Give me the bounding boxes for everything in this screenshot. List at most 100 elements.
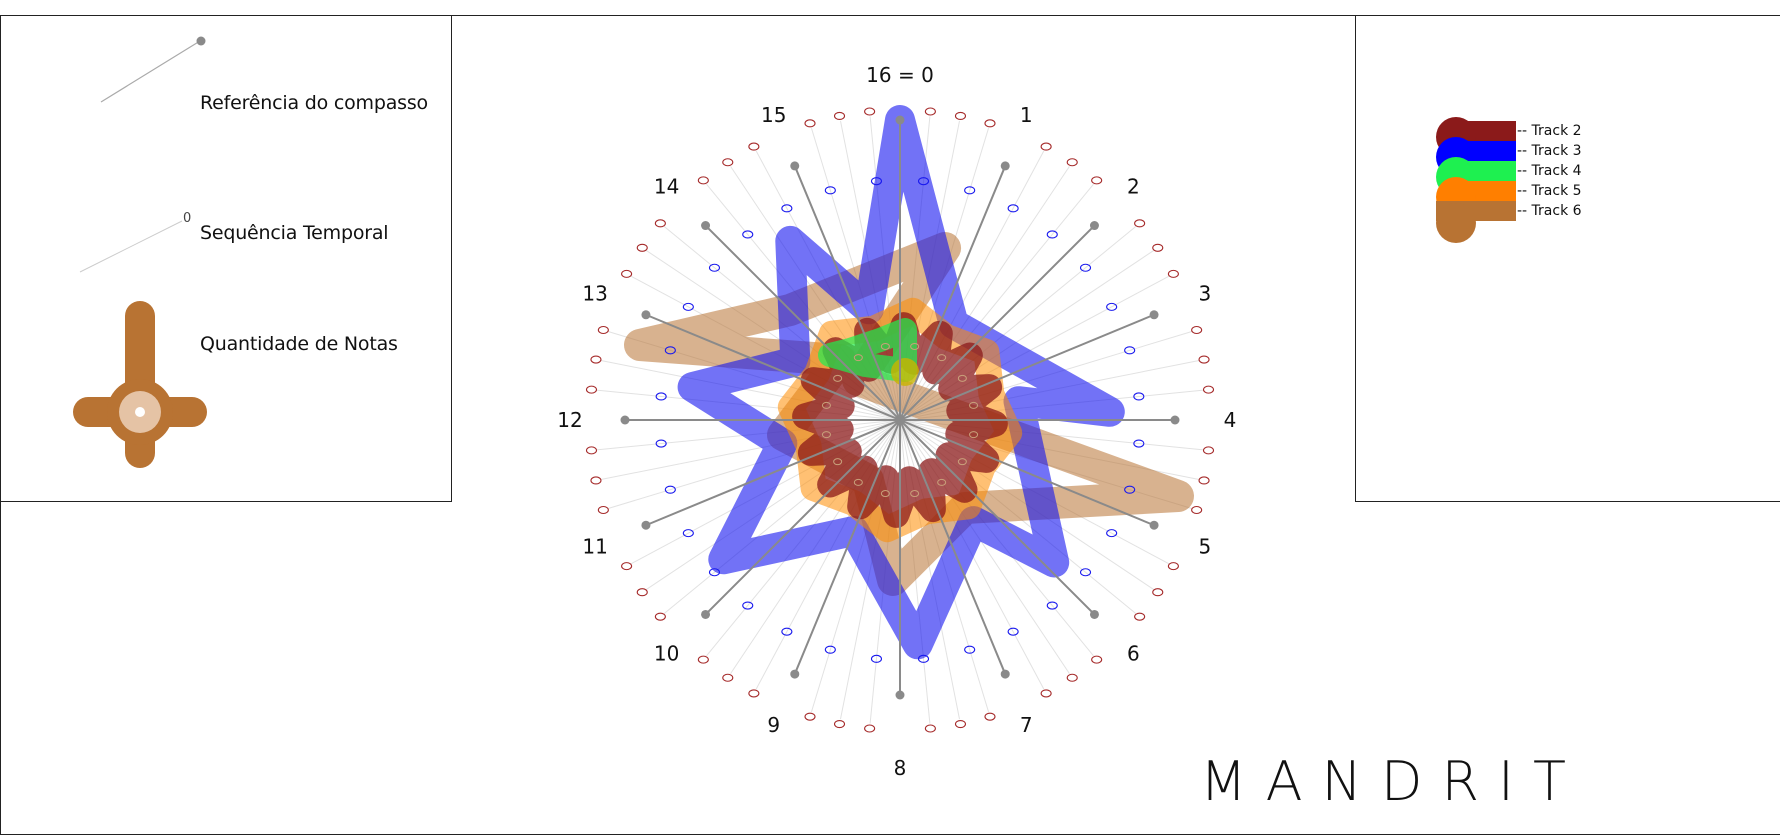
track-3-polygon bbox=[677, 105, 1125, 660]
time-sequence-marker-outer bbox=[1191, 505, 1203, 515]
dial-position-label: 1 bbox=[1020, 103, 1033, 127]
legend-graphics: 0 bbox=[73, 36, 207, 468]
time-sequence-spoke bbox=[869, 116, 901, 421]
dial-position-label: 15 bbox=[761, 103, 786, 127]
time-sequence-marker-outer bbox=[954, 111, 967, 121]
measure-reference-node bbox=[1089, 221, 1099, 231]
time-sequence-marker-mid bbox=[1046, 601, 1058, 610]
time-sequence-marker-mid bbox=[655, 439, 667, 448]
dial-position-label: 7 bbox=[1020, 713, 1033, 737]
time-sequence-marker-outer bbox=[590, 355, 602, 364]
time-sequence-marker-mid bbox=[664, 485, 676, 494]
time-sequence-spoke bbox=[630, 275, 901, 421]
time-sequence-marker-outer bbox=[1091, 176, 1103, 185]
time-sequence-spoke bbox=[899, 419, 1070, 674]
time-sequence-marker: 0 bbox=[183, 211, 191, 226]
time-sequence-marker-inner bbox=[910, 342, 920, 350]
time-sequence-spoke bbox=[899, 275, 1170, 421]
time-sequence-marker-outer bbox=[597, 325, 609, 335]
time-sequence-marker-outer bbox=[654, 219, 666, 228]
brand-logo-text: MANDRIT bbox=[1200, 750, 1585, 813]
time-sequence-marker-outer bbox=[1134, 612, 1146, 621]
time-sequence-marker-outer bbox=[1091, 655, 1103, 664]
time-sequence-marker-inner bbox=[833, 458, 843, 466]
time-sequence-marker-mid bbox=[917, 654, 930, 663]
measure-reference-node bbox=[641, 520, 651, 530]
measure-reference-node bbox=[895, 690, 905, 700]
time-sequence-marker-outer bbox=[621, 269, 633, 278]
time-sequence-marker-outer bbox=[1198, 355, 1210, 364]
time-sequence-marker-mid bbox=[664, 346, 676, 355]
track-label: -- Track 6 bbox=[1517, 203, 1582, 219]
measure-reference-spoke bbox=[645, 313, 901, 421]
time-sequence-spoke bbox=[899, 419, 990, 713]
time-sequence-spoke bbox=[899, 250, 1154, 421]
time-sequence-marker-mid bbox=[870, 654, 883, 663]
time-sequence-marker-inner bbox=[937, 354, 947, 362]
time-sequence-spoke bbox=[899, 183, 1094, 421]
time-sequence-spoke bbox=[899, 120, 960, 421]
time-sequence-marker-outer bbox=[722, 673, 734, 682]
track-5-polygon bbox=[777, 297, 1023, 543]
time-sequence-marker-inner bbox=[833, 374, 843, 382]
time-sequence-marker-outer bbox=[1066, 158, 1078, 167]
measure-reference-spoke bbox=[899, 419, 1096, 616]
time-sequence-marker-inner bbox=[880, 342, 890, 350]
time-sequence-spoke bbox=[810, 419, 901, 713]
time-sequence-marker-inner bbox=[880, 490, 890, 498]
measure-reference-spoke bbox=[793, 419, 901, 675]
track-legend-graphics: -- Track 2 -- Track 3 -- Track 4 -- Track 5… bbox=[1436, 117, 1582, 243]
time-sequence-marker-inner bbox=[957, 458, 967, 466]
measure-reference-spoke bbox=[899, 165, 1007, 421]
time-sequence-marker-outer bbox=[1040, 689, 1052, 698]
time-sequence-marker-mid bbox=[1133, 439, 1145, 448]
time-sequence-marker-outer bbox=[1202, 385, 1215, 394]
time-sequence-spoke bbox=[899, 166, 1070, 421]
time-sequence-marker-mid bbox=[742, 230, 754, 239]
time-sequence-spoke bbox=[755, 419, 901, 690]
measure-reference-spoke bbox=[704, 224, 901, 421]
time-sequence-marker-inner bbox=[853, 478, 863, 486]
time-sequence-icon: 0 bbox=[79, 211, 191, 273]
time-sequence-spoke bbox=[706, 183, 901, 421]
measure-reference-spoke bbox=[899, 224, 1096, 421]
time-sequence-marker-outer bbox=[864, 107, 876, 116]
time-sequence-marker-outer bbox=[722, 158, 734, 167]
time-sequence-marker-mid bbox=[1133, 392, 1145, 401]
time-sequence-marker-inner bbox=[957, 374, 967, 382]
dial-position-label: 9 bbox=[767, 713, 780, 737]
time-sequence-marker-inner bbox=[853, 354, 863, 362]
time-sequence-spoke bbox=[730, 419, 901, 674]
time-sequence-marker-outer bbox=[833, 719, 846, 729]
time-sequence-spoke bbox=[630, 419, 901, 565]
measure-reference-node bbox=[790, 161, 800, 171]
time-sequence-marker-outer bbox=[1152, 588, 1164, 597]
measure-reference-spoke bbox=[793, 165, 901, 421]
time-sequence-spoke bbox=[869, 419, 901, 724]
measure-reference-spoke bbox=[899, 313, 1155, 421]
time-sequence-marker-outer bbox=[833, 111, 846, 121]
time-sequence-marker-mid bbox=[1106, 529, 1118, 538]
time-sequence-marker-mid bbox=[824, 186, 836, 195]
time-sequence-marker-inner bbox=[937, 478, 947, 486]
time-sequence-marker-mid bbox=[781, 627, 793, 636]
time-sequence-spoke bbox=[899, 419, 1204, 451]
time-sequence-spoke bbox=[899, 419, 960, 720]
measure-reference-node bbox=[790, 669, 800, 679]
time-sequence-marker-outer bbox=[1202, 446, 1215, 455]
time-sequence-marker-mid bbox=[1046, 230, 1058, 239]
time-sequence-spoke bbox=[899, 419, 1154, 590]
time-sequence-marker-outer bbox=[954, 719, 967, 729]
track-4-polygon bbox=[818, 318, 917, 382]
time-sequence-label: Sequência Temporal bbox=[200, 222, 389, 244]
time-sequence-marker-outer bbox=[585, 446, 598, 455]
time-sequence-marker-outer bbox=[1191, 325, 1203, 335]
track-polygons bbox=[624, 105, 1194, 660]
time-sequence-spoke bbox=[899, 127, 990, 421]
time-sequence-spoke bbox=[899, 419, 1200, 480]
time-sequence-marker-mid bbox=[655, 392, 667, 401]
time-sequence-marker-mid bbox=[682, 529, 694, 538]
time-sequence-marker-mid bbox=[1007, 204, 1019, 213]
track-color-swatch-cap bbox=[1436, 203, 1476, 243]
